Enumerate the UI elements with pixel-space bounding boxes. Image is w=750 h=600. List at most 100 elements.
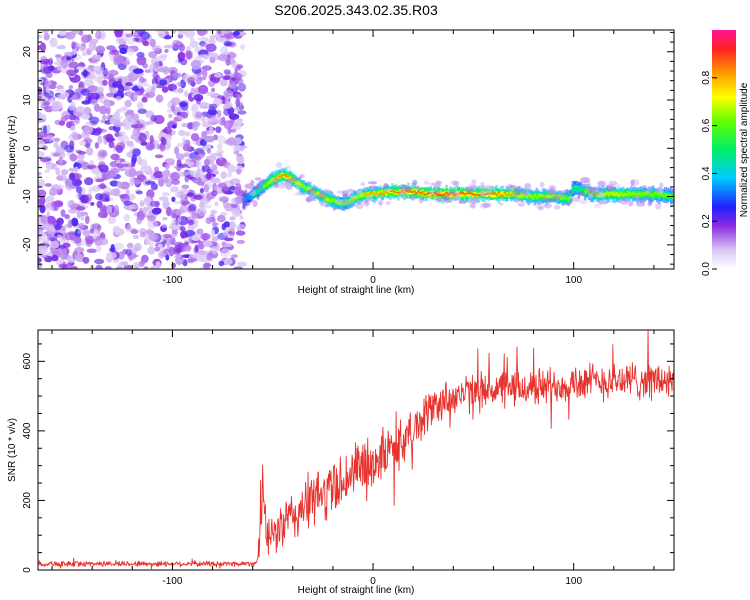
ridge-halo-blob xyxy=(511,185,517,189)
ridge-cell xyxy=(461,192,464,196)
noise-blob xyxy=(57,234,62,240)
noise-blob xyxy=(132,68,144,74)
noise-blob xyxy=(210,115,222,123)
noise-blob xyxy=(191,209,196,219)
x-tick-label: 100 xyxy=(565,576,582,587)
noise-blob xyxy=(144,180,156,185)
ridge-cell xyxy=(615,191,619,196)
ridge-cell xyxy=(415,191,418,195)
ridge-cell xyxy=(359,194,362,198)
noise-blob xyxy=(81,161,90,170)
ridge-cell xyxy=(561,196,565,200)
noise-blob xyxy=(91,185,101,192)
ridge-halo-blob xyxy=(363,200,370,207)
noise-blob xyxy=(137,156,142,165)
ridge-cell xyxy=(665,193,669,198)
ridge-cell xyxy=(397,191,400,194)
noise-blob xyxy=(233,266,244,269)
noise-blob xyxy=(66,69,77,76)
ridge-cell xyxy=(413,190,416,193)
noise-blob xyxy=(82,69,88,78)
noise-blob xyxy=(227,164,236,173)
ridge-halo-blob xyxy=(482,202,492,208)
noise-blob xyxy=(217,143,223,151)
noise-blob xyxy=(65,56,72,61)
ridge-cell xyxy=(583,190,587,195)
ridge-halo-blob xyxy=(383,182,389,189)
noise-blob xyxy=(117,135,124,142)
noise-blob xyxy=(209,213,216,219)
ridge-cell xyxy=(373,193,376,196)
ridge-cell xyxy=(473,193,476,196)
noise-blob xyxy=(137,108,147,114)
noise-blob xyxy=(218,196,230,203)
ridge-cell xyxy=(371,191,374,195)
noise-blob xyxy=(181,123,189,128)
noise-blob xyxy=(236,224,247,230)
noise-blob xyxy=(80,113,90,120)
noise-blob xyxy=(155,261,161,269)
noise-blob xyxy=(182,259,188,267)
noise-blob xyxy=(86,248,97,253)
noise-blob xyxy=(52,152,61,157)
ridge-cell xyxy=(631,191,635,195)
noise-blob xyxy=(126,224,132,231)
noise-blob xyxy=(96,200,103,209)
ridge-halo-blob xyxy=(305,197,315,202)
noise-blob xyxy=(85,95,91,104)
noise-blob xyxy=(171,196,176,202)
noise-blob xyxy=(222,75,231,81)
ridge-halo-blob xyxy=(241,204,247,211)
noise-blob xyxy=(142,82,150,87)
ridge-cell xyxy=(449,193,452,197)
noise-blob xyxy=(126,140,134,147)
ridge-halo-blob xyxy=(597,180,606,187)
ridge-cell xyxy=(571,186,575,193)
ridge-halo-blob xyxy=(243,202,251,206)
spectrogram-frame xyxy=(37,29,675,270)
noise-blob xyxy=(38,262,43,268)
noise-blob xyxy=(203,184,210,193)
noise-blob xyxy=(102,79,108,86)
ridge-halo-blob xyxy=(556,193,565,198)
noise-blob xyxy=(72,94,78,100)
noise-blob xyxy=(139,228,147,235)
noise-blob xyxy=(174,190,181,199)
noise-blob xyxy=(96,224,102,231)
noise-blob xyxy=(112,87,118,94)
noise-blob xyxy=(235,97,240,108)
ridge-cell xyxy=(282,174,286,178)
ridge-cell xyxy=(511,193,515,196)
noise-blob xyxy=(150,114,157,122)
ridge-cell xyxy=(629,192,633,196)
x-tick-label: -100 xyxy=(162,576,182,587)
noise-blob xyxy=(60,209,66,218)
ridge-cell xyxy=(409,190,412,193)
snr-axes: -100 0 100 0 200 400 600 xyxy=(22,330,674,587)
noise-blob xyxy=(139,201,145,207)
ridge-halo-blob xyxy=(619,198,629,205)
noise-blob xyxy=(206,155,217,162)
ridge-halo-blob xyxy=(258,184,263,191)
noise-blob xyxy=(46,124,51,134)
ridge-cell xyxy=(623,192,627,196)
ridge-halo-blob xyxy=(539,181,545,188)
ridge-cell xyxy=(569,193,573,199)
ridge-halo-blob xyxy=(568,196,573,200)
ridge-cell xyxy=(244,195,248,202)
ridge-halo-blob xyxy=(286,165,291,170)
noise-blob xyxy=(45,183,52,187)
noise-blob xyxy=(113,242,124,250)
ridge-cell xyxy=(357,195,360,199)
ridge-halo-blob xyxy=(543,203,553,209)
ridge-cell xyxy=(583,187,587,192)
noise-blob xyxy=(129,176,135,187)
noise-blob xyxy=(110,153,120,161)
noise-blob xyxy=(116,141,126,151)
noise-blob xyxy=(153,170,164,179)
ridge-cell xyxy=(493,192,497,195)
ridge-cell xyxy=(361,193,364,197)
noise-blob xyxy=(58,120,65,126)
ridge-cell xyxy=(641,192,645,196)
ridge-cell xyxy=(551,193,555,198)
